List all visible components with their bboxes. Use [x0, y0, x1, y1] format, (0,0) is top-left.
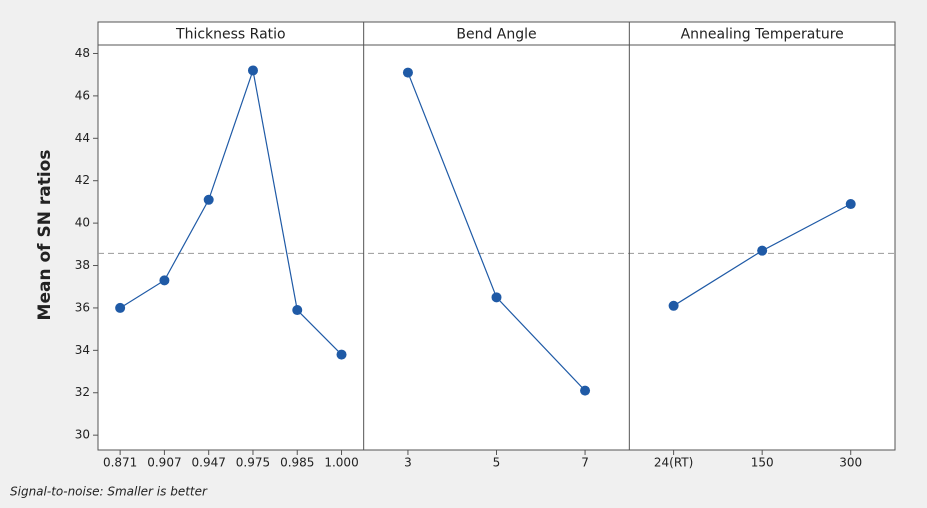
point — [159, 275, 170, 286]
y-tick-label: 36 — [75, 300, 90, 314]
y-tick-label: 34 — [75, 343, 90, 357]
point — [491, 292, 502, 303]
y-tick-label: 30 — [75, 428, 90, 442]
y-tick-label: 40 — [75, 216, 90, 230]
x-tick-label: 300 — [839, 456, 862, 470]
x-tick-label: 3 — [404, 456, 412, 470]
x-tick-label: 0.985 — [280, 456, 314, 470]
x-tick-label: 5 — [493, 456, 501, 470]
plot-area — [97, 21, 896, 451]
y-tick-label: 46 — [75, 88, 90, 102]
point — [845, 199, 856, 210]
panel-title: Annealing Temperature — [681, 27, 844, 43]
x-tick-label: 0.947 — [192, 456, 226, 470]
point — [580, 385, 591, 396]
y-tick-label: 48 — [75, 46, 90, 60]
point — [668, 300, 679, 311]
point — [203, 194, 214, 205]
y-tick-label: 44 — [75, 131, 90, 145]
y-axis-label: Mean of SN ratios — [35, 150, 55, 321]
x-tick-label: 24(RT) — [654, 456, 693, 470]
line — [119, 68, 342, 356]
y-tick-label: 32 — [75, 385, 90, 399]
x-tick-label: 0.975 — [236, 456, 270, 470]
panel-title: Bend Angle — [456, 27, 536, 43]
footnote: Signal-to-noise: Smaller is better — [10, 485, 208, 499]
x-tick-label: 1.000 — [324, 456, 358, 470]
x-tick-label: 0.907 — [147, 456, 181, 470]
point — [336, 349, 347, 360]
y-tick-label: 42 — [75, 173, 90, 187]
point — [115, 302, 126, 313]
x-tick-label: 7 — [581, 456, 589, 470]
x-tick-label: 0.871 — [103, 456, 137, 470]
point — [757, 245, 768, 256]
point — [292, 305, 303, 316]
panel-title: Thickness Ratio — [175, 27, 286, 43]
point — [247, 65, 258, 76]
y-tick-label: 38 — [75, 258, 90, 272]
x-tick-label: 150 — [751, 456, 774, 470]
point — [402, 67, 413, 78]
